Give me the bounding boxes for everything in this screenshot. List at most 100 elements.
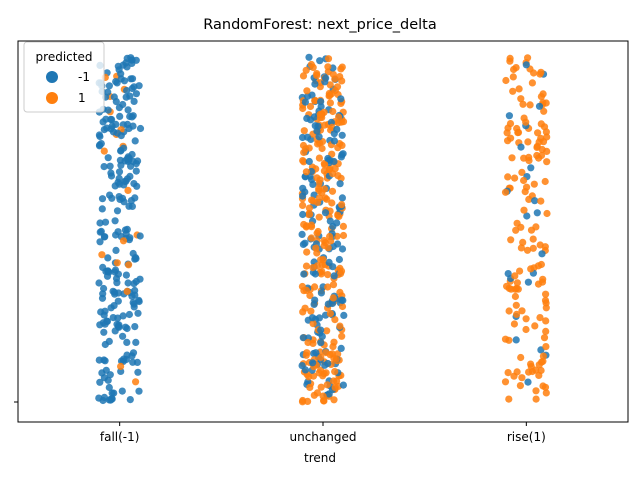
point-predicted-1 xyxy=(532,223,540,231)
point-predicted-1 xyxy=(523,183,531,191)
point-predicted-1 xyxy=(306,383,314,391)
point-predicted-1 xyxy=(329,294,337,302)
point-predicted-neg1 xyxy=(517,143,525,151)
point-predicted-1 xyxy=(334,211,342,220)
point-predicted-1 xyxy=(326,99,334,107)
point-predicted-1 xyxy=(100,147,108,155)
point-predicted-neg1 xyxy=(535,102,544,110)
point-predicted-neg1 xyxy=(127,75,135,83)
point-predicted-neg1 xyxy=(300,270,308,278)
point-predicted-1 xyxy=(530,180,538,188)
point-predicted-1 xyxy=(543,209,551,218)
point-predicted-neg1 xyxy=(98,205,106,213)
point-predicted-1 xyxy=(331,316,339,324)
point-predicted-1 xyxy=(321,161,329,169)
point-predicted-1 xyxy=(531,322,539,330)
point-predicted-1 xyxy=(517,95,525,103)
point-predicted-1 xyxy=(320,241,328,250)
point-predicted-neg1 xyxy=(112,231,120,239)
point-predicted-1 xyxy=(507,236,515,244)
point-predicted-neg1 xyxy=(134,368,142,376)
x-axis: fall(-1) unchanged rise(1) xyxy=(100,422,546,444)
point-predicted-1 xyxy=(306,291,314,300)
point-predicted-neg1 xyxy=(107,169,115,177)
point-predicted-neg1 xyxy=(124,106,132,114)
point-predicted-1 xyxy=(525,153,533,161)
point-predicted-1 xyxy=(532,387,540,395)
point-predicted-1 xyxy=(306,102,315,111)
point-predicted-1 xyxy=(124,186,132,194)
point-predicted-1 xyxy=(309,339,317,347)
point-predicted-neg1 xyxy=(116,112,124,120)
point-predicted-1 xyxy=(508,154,516,162)
point-predicted-1 xyxy=(338,332,346,340)
point-predicted-1 xyxy=(125,261,133,269)
point-predicted-neg1 xyxy=(112,246,120,254)
point-predicted-neg1 xyxy=(120,181,128,189)
point-predicted-1 xyxy=(317,366,325,374)
point-predicted-neg1 xyxy=(130,83,138,91)
point-predicted-neg1 xyxy=(522,61,530,69)
point-predicted-neg1 xyxy=(132,255,140,263)
x-axis-label: trend xyxy=(304,451,336,465)
point-predicted-neg1 xyxy=(311,270,319,278)
point-predicted-neg1 xyxy=(109,314,117,322)
point-predicted-1 xyxy=(509,73,517,81)
point-predicted-1 xyxy=(517,353,525,362)
point-predicted-1 xyxy=(113,259,121,267)
point-predicted-1 xyxy=(537,120,545,128)
point-predicted-1 xyxy=(503,129,511,137)
point-predicted-neg1 xyxy=(338,194,346,202)
point-predicted-neg1 xyxy=(98,294,107,302)
point-predicted-1 xyxy=(305,204,313,212)
point-predicted-neg1 xyxy=(116,195,124,203)
legend-label-neg1: -1 xyxy=(78,70,90,84)
point-predicted-neg1 xyxy=(119,61,127,69)
point-predicted-neg1 xyxy=(117,132,125,140)
legend-frame xyxy=(23,41,105,113)
point-predicted-neg1 xyxy=(312,349,320,357)
point-predicted-neg1 xyxy=(125,310,133,319)
point-predicted-1 xyxy=(319,392,327,400)
point-predicted-neg1 xyxy=(104,254,112,262)
point-predicted-1 xyxy=(304,397,312,405)
point-predicted-neg1 xyxy=(130,97,138,105)
point-predicted-neg1 xyxy=(324,154,332,163)
point-predicted-neg1 xyxy=(125,202,133,210)
point-predicted-neg1 xyxy=(131,323,139,331)
point-predicted-neg1 xyxy=(339,381,347,389)
point-predicted-1 xyxy=(302,168,310,176)
point-predicted-neg1 xyxy=(99,319,107,327)
point-predicted-neg1 xyxy=(128,292,136,300)
point-predicted-neg1 xyxy=(132,56,140,64)
point-predicted-neg1 xyxy=(130,180,138,188)
point-predicted-neg1 xyxy=(527,164,535,172)
point-predicted-1 xyxy=(315,185,323,193)
point-predicted-neg1 xyxy=(100,284,108,293)
point-predicted-1 xyxy=(501,335,510,343)
point-predicted-neg1 xyxy=(538,250,546,258)
point-predicted-1 xyxy=(517,244,526,252)
point-predicted-1 xyxy=(502,76,510,85)
legend-title: predicted xyxy=(36,50,93,64)
point-predicted-1 xyxy=(510,320,518,328)
point-predicted-neg1 xyxy=(129,112,137,120)
point-predicted-1 xyxy=(541,383,550,391)
point-predicted-1 xyxy=(510,174,519,182)
point-predicted-neg1 xyxy=(96,378,104,386)
x-tick-label: unchanged xyxy=(290,430,357,444)
point-predicted-neg1 xyxy=(126,172,134,180)
point-predicted-neg1 xyxy=(130,280,138,288)
point-predicted-neg1 xyxy=(101,357,109,365)
point-predicted-neg1 xyxy=(321,209,330,217)
point-predicted-1 xyxy=(313,71,321,79)
point-predicted-1 xyxy=(542,343,550,351)
point-predicted-1 xyxy=(307,307,315,315)
point-predicted-neg1 xyxy=(524,378,532,386)
point-predicted-neg1 xyxy=(338,245,347,253)
point-predicted-1 xyxy=(536,314,544,322)
point-predicted-1 xyxy=(512,64,520,72)
point-predicted-neg1 xyxy=(339,296,347,304)
point-predicted-neg1 xyxy=(129,122,137,130)
point-predicted-1 xyxy=(522,315,530,323)
